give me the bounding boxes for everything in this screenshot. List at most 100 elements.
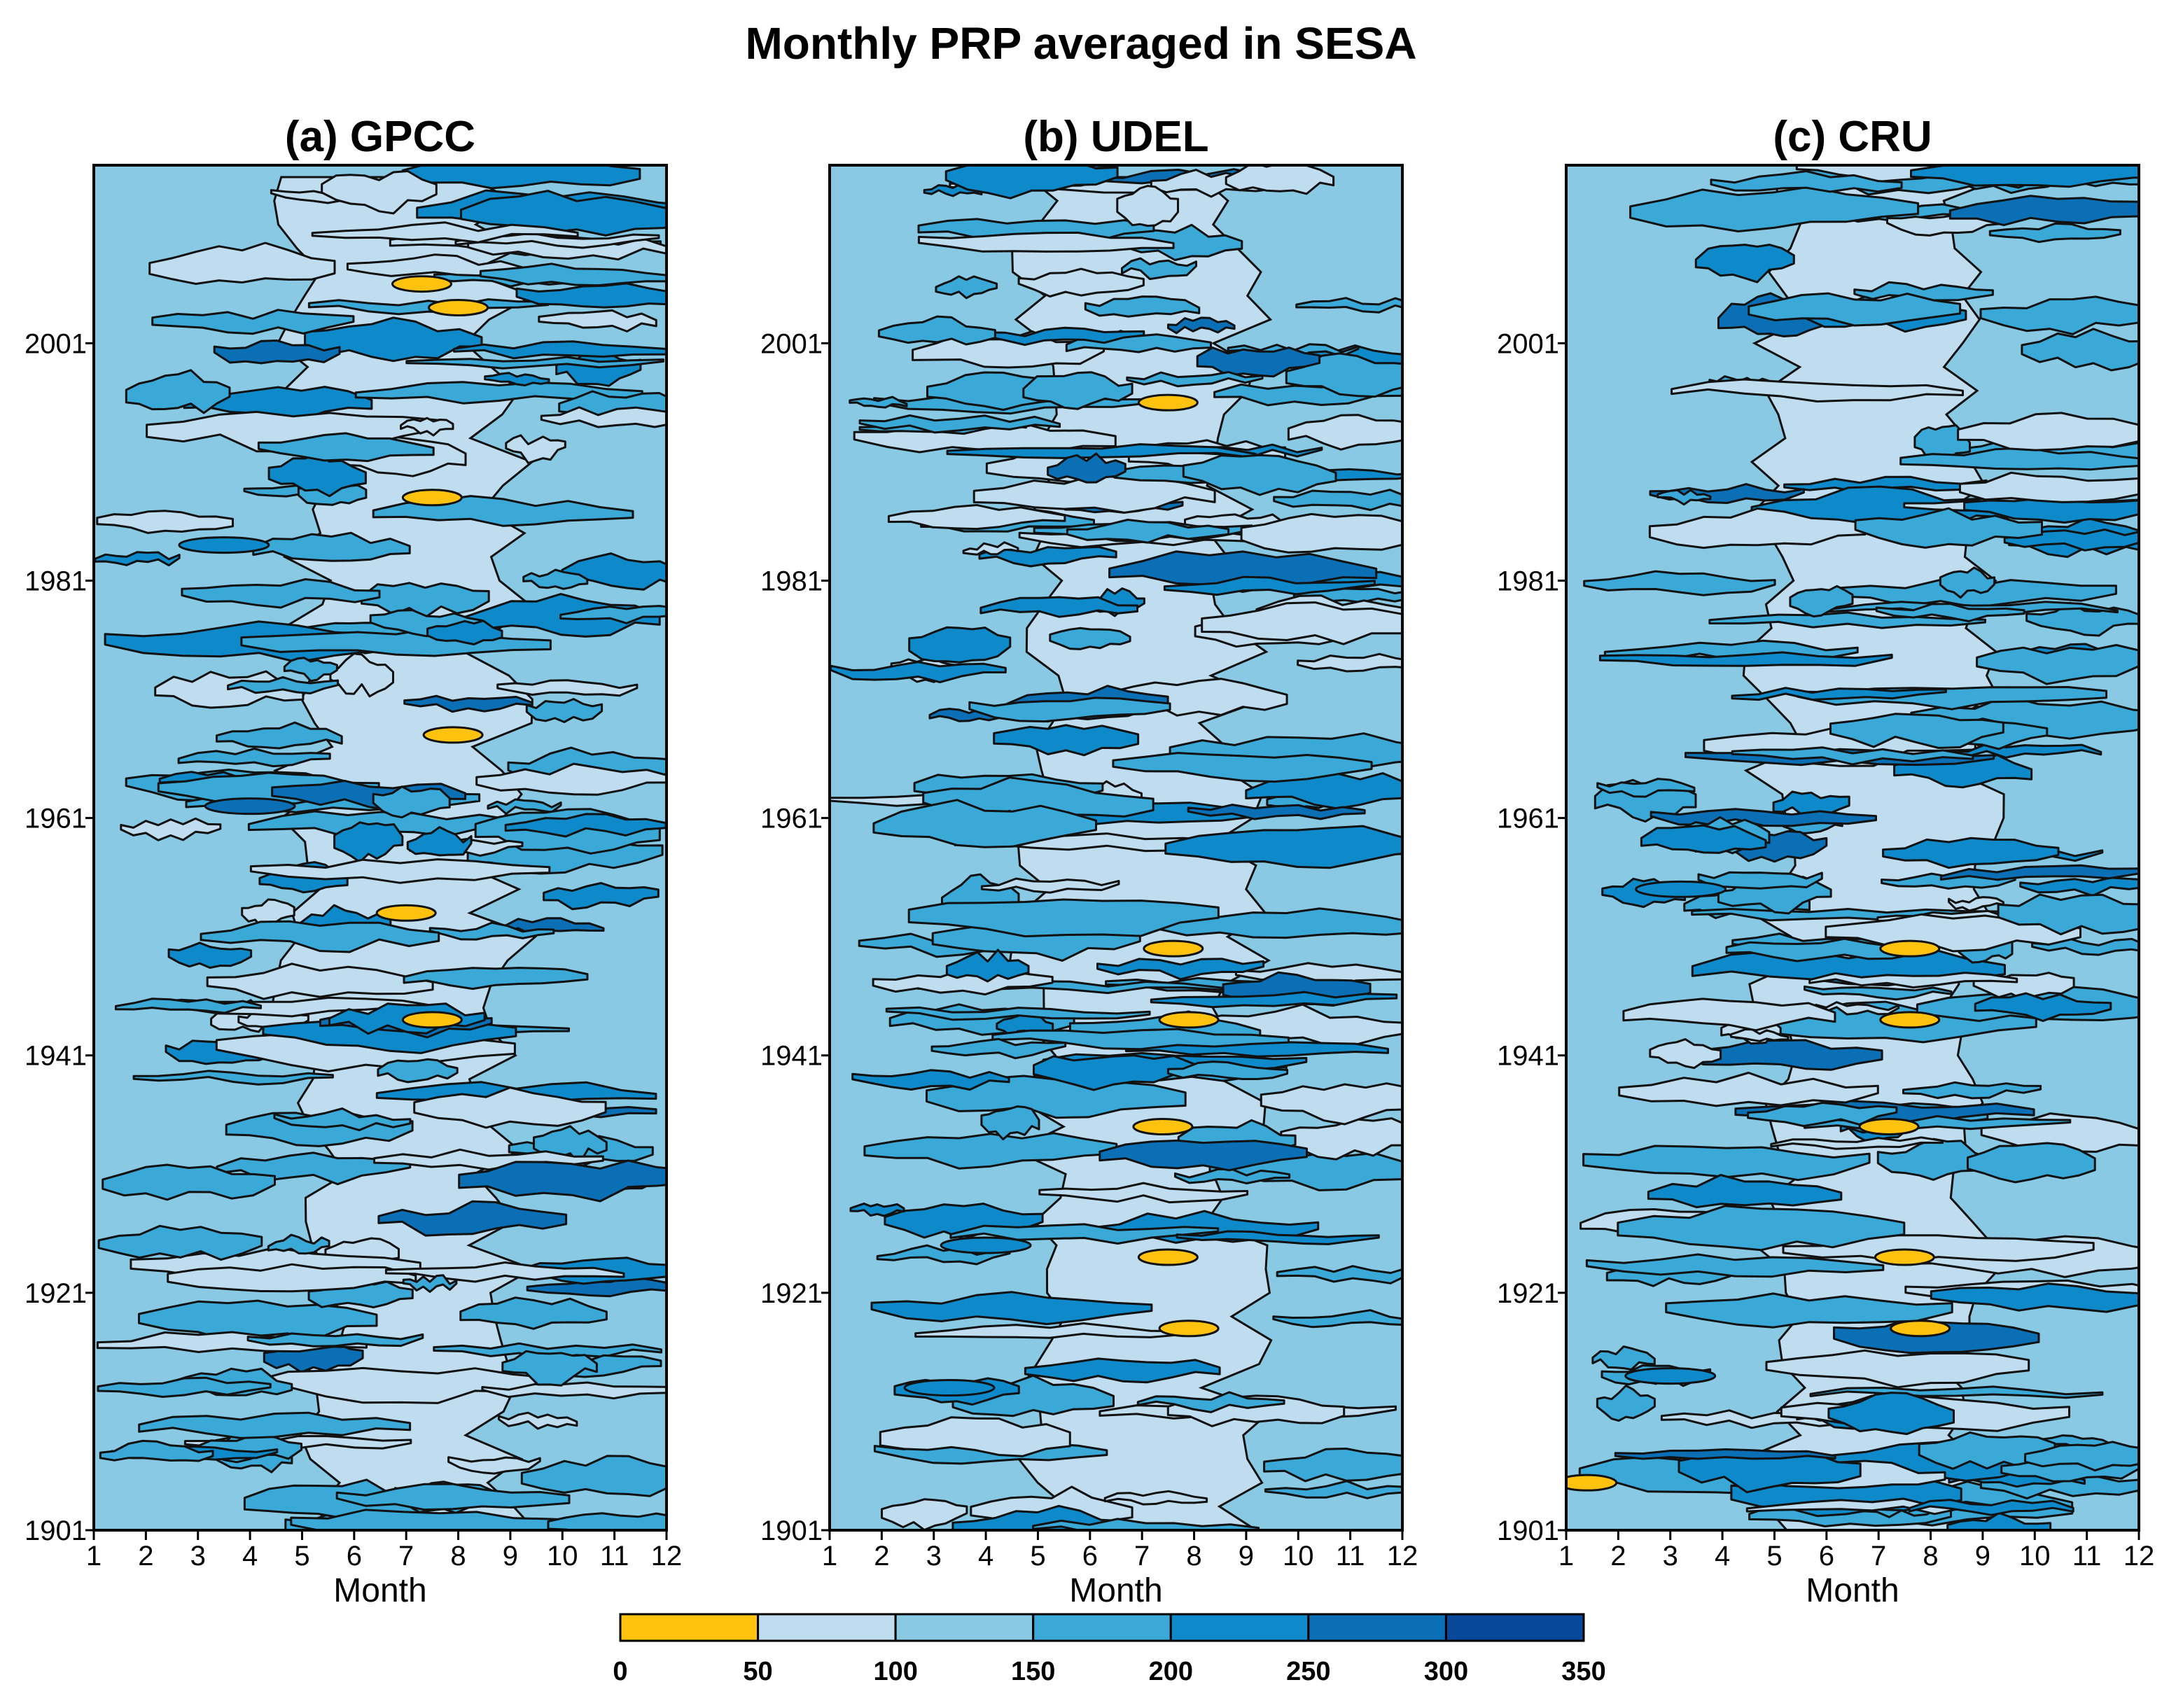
x-tick-label: 4: [978, 1541, 993, 1572]
contour-region: [2024, 1441, 2139, 1472]
x-axis-label: Month: [1806, 1572, 1899, 1609]
contour-region: [329, 652, 394, 698]
contour-region: [1765, 1349, 2030, 1389]
contour-region: [559, 605, 667, 624]
contour-region: [525, 698, 604, 723]
colorbar-segment: [894, 1613, 1035, 1642]
y-tick-label: 1901: [760, 1516, 823, 1546]
colorbar-label: 50: [743, 1657, 772, 1686]
contour-region: [1618, 1072, 1879, 1107]
colorbar-label: 350: [1561, 1657, 1605, 1686]
contour-field: [94, 165, 667, 1530]
contour-region: [522, 568, 589, 590]
contour-region: [885, 1006, 1151, 1021]
contour-region: [1099, 1139, 1308, 1172]
dry-event: [1879, 1011, 1941, 1029]
x-tick-label: 6: [347, 1541, 362, 1572]
contour-region: [240, 626, 552, 657]
contour-region: [887, 504, 1066, 531]
contour-region: [547, 1512, 667, 1530]
contour-region: [830, 661, 1007, 684]
contour-region: [1280, 1117, 1402, 1161]
dry-event: [1132, 1117, 1194, 1135]
contour-region: [2019, 876, 2139, 897]
contour-region: [1910, 165, 2139, 188]
contour-region: [1967, 1142, 2096, 1184]
contour-region: [496, 679, 639, 697]
x-tick-label: 8: [1923, 1541, 1938, 1572]
contour-region: [1022, 371, 1134, 410]
contour-region: [1629, 186, 1920, 232]
contour-region: [1815, 1001, 1900, 1016]
contour-region: [538, 309, 657, 332]
dry-event: [1137, 393, 1199, 412]
colorbar: 0 50 100 150 200 250 300 350: [613, 1613, 1606, 1686]
contour-region: [241, 898, 295, 929]
wet-event: [1624, 1367, 1717, 1385]
contour-region: [1066, 519, 1230, 544]
contour-region: [1974, 992, 2112, 1022]
x-tick-label: 5: [1766, 1541, 1782, 1572]
contour-region: [1240, 512, 1402, 554]
contour-region: [1038, 1182, 1249, 1204]
contour-region: [1084, 295, 1201, 318]
contour-region: [402, 1274, 458, 1293]
contour-region: [459, 1296, 608, 1330]
contour-region: [1622, 997, 1836, 1032]
contour-region: [991, 1028, 1290, 1051]
contour-region: [406, 826, 473, 857]
contour-region: [908, 626, 1012, 664]
contour-region: [96, 510, 234, 534]
x-tick-label: 7: [1871, 1541, 1886, 1572]
contour-region: [447, 1456, 541, 1475]
contour-region: [879, 1416, 1071, 1457]
contour-field: [1566, 165, 2139, 1530]
contour-region: [96, 1331, 368, 1353]
dry-event: [1137, 1248, 1199, 1266]
contour-region: [373, 1148, 604, 1171]
colorbar-label: 250: [1286, 1657, 1330, 1686]
contour-region: [1804, 985, 1953, 1001]
x-tick-label: 3: [926, 1541, 942, 1572]
contour-region: [311, 221, 579, 244]
contour-region: [851, 1069, 1010, 1091]
contour-region: [200, 920, 440, 953]
x-tick-label: 11: [1336, 1541, 1365, 1572]
contour-region: [1017, 267, 1145, 298]
contour-region: [1731, 746, 1974, 766]
contour-region: [1657, 489, 1712, 506]
contour-region: [1166, 1060, 1289, 1080]
contour-region: [1024, 1357, 1221, 1384]
contour-region: [543, 882, 660, 911]
dry-event: [1158, 1011, 1220, 1029]
contour-region: [979, 596, 1138, 618]
contour-region: [377, 1200, 568, 1237]
contour-region: [403, 694, 533, 713]
contour-region: [872, 799, 1097, 848]
x-tick-label: 7: [398, 1541, 414, 1572]
x-tick-label: 4: [242, 1541, 258, 1572]
contour-region: [1671, 378, 1964, 402]
contour-region: [1032, 1518, 1260, 1530]
contour-region: [944, 165, 1119, 200]
contour-region: [1939, 566, 1996, 599]
contour-region: [428, 921, 555, 941]
contour-region: [484, 372, 550, 386]
contour-region: [1273, 489, 1402, 511]
contour-region: [206, 962, 434, 1000]
contour-region: [926, 1074, 1187, 1119]
contour-region: [1201, 601, 1402, 645]
x-tick-label: 2: [874, 1541, 889, 1572]
x-tick-label: 7: [1134, 1541, 1150, 1572]
contour-region: [1272, 1309, 1402, 1329]
y-tick-label: 1981: [760, 566, 823, 596]
dry-event: [422, 726, 484, 744]
dry-event: [1158, 1320, 1220, 1338]
contour-region: [1585, 1253, 1885, 1278]
contour-region: [972, 474, 1216, 514]
contour-region: [1882, 836, 2060, 869]
contour-region: [1150, 990, 1398, 1009]
contour-region: [1772, 790, 1850, 818]
